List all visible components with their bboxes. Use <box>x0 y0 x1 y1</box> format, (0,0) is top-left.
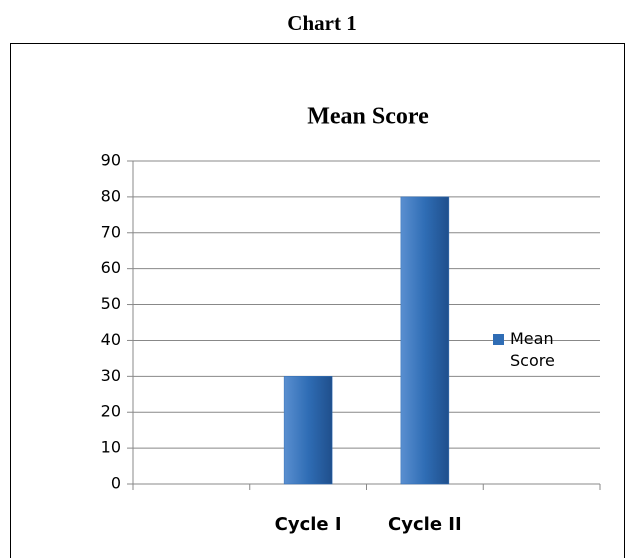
bar <box>283 376 333 485</box>
y-tick-label: 70 <box>101 222 121 241</box>
y-tick-label: 80 <box>101 186 121 205</box>
legend-swatch <box>493 334 504 345</box>
y-tick-label: 60 <box>101 258 121 277</box>
caption: Chart 1 <box>287 11 356 35</box>
y-tick-label: 20 <box>101 402 121 421</box>
y-tick-label: 40 <box>101 330 121 349</box>
x-tick-label: Cycle II <box>388 514 462 535</box>
chart-frame <box>10 43 625 558</box>
y-tick-label: 50 <box>101 294 121 313</box>
x-tick-label: Cycle I <box>275 514 342 535</box>
y-tick-label: 0 <box>111 474 121 493</box>
y-tick-label: 10 <box>101 438 121 457</box>
y-tick-label: 90 <box>101 151 121 170</box>
y-tick-label: 30 <box>101 366 121 385</box>
legend-label: Mean Score <box>510 329 555 370</box>
chart-title: Mean Score <box>307 104 429 130</box>
bar <box>400 196 450 485</box>
